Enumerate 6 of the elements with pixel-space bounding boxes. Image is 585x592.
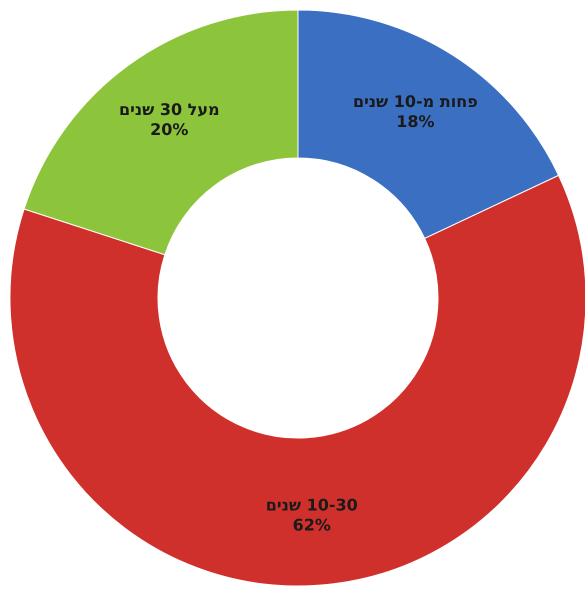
slice-label: מעל 30 שנים bbox=[118, 100, 220, 119]
data-label: 18% bbox=[396, 112, 434, 132]
data-label: 20% bbox=[150, 120, 188, 139]
slice-label: פחות מ-10 שנים bbox=[352, 92, 478, 112]
slice-label: 10-30 שנים bbox=[266, 496, 358, 515]
data-label: 62% bbox=[292, 516, 331, 535]
